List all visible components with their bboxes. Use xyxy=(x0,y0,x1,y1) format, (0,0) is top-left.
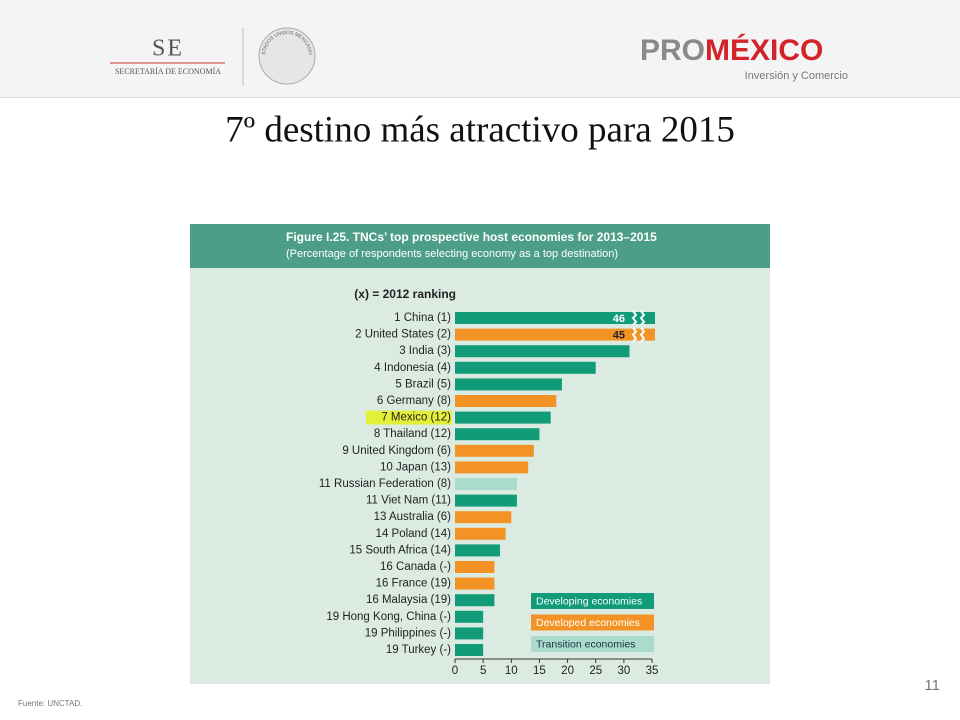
bar xyxy=(455,544,501,557)
bar xyxy=(455,494,517,507)
se-name: SECRETARÍA DE ECONOMÍA xyxy=(115,66,221,76)
category-label: 11 Russian Federation (8) xyxy=(319,478,451,490)
header-band xyxy=(0,0,960,97)
category-label: 9 United Kingdom (6) xyxy=(342,445,451,457)
bar xyxy=(455,594,495,607)
x-tick-label: 35 xyxy=(646,665,659,677)
category-label: 3 India (3) xyxy=(399,345,451,357)
value-label: 46 xyxy=(613,313,625,325)
category-label: 10 Japan (13) xyxy=(380,461,451,473)
category-label: 7 Mexico (12) xyxy=(381,412,451,424)
slide-title: 7º destino más atractivo para 2015 xyxy=(225,109,735,150)
page-number: 11 xyxy=(924,677,940,694)
bar xyxy=(455,444,534,457)
bar xyxy=(455,561,495,573)
axis-break xyxy=(639,310,646,326)
x-tick-label: 5 xyxy=(480,665,486,677)
x-tick-label: 25 xyxy=(589,665,602,677)
category-label: 13 Australia (6) xyxy=(374,511,452,523)
se-logo: SE xyxy=(152,36,184,62)
bar xyxy=(455,461,529,474)
bar xyxy=(455,577,495,590)
bar xyxy=(455,644,484,656)
category-label: 4 Indonesia (4) xyxy=(374,362,451,374)
bar xyxy=(455,610,484,623)
category-label: 8 Thailand (12) xyxy=(374,428,451,440)
category-label: 19 Philippines (-) xyxy=(365,627,451,639)
bar xyxy=(455,428,540,441)
legend-label: Transition economies xyxy=(536,638,635,650)
bar xyxy=(455,328,655,341)
legend-swatch xyxy=(531,636,654,652)
axis-break xyxy=(631,310,638,326)
source: Fuente: UNCTAD. xyxy=(18,699,82,708)
figure-title: Figure I.25. TNCs’ top prospective host … xyxy=(286,230,657,244)
legend-label: Developing economies xyxy=(536,595,642,607)
category-label: 2 United States (2) xyxy=(355,329,451,341)
bar xyxy=(455,411,551,424)
bar xyxy=(455,312,655,324)
x-tick-label: 30 xyxy=(617,665,630,677)
bar xyxy=(455,478,517,490)
axis-break xyxy=(631,327,638,343)
bar xyxy=(455,527,506,540)
category-label: 19 Turkey (-) xyxy=(386,644,451,656)
seal xyxy=(258,27,316,85)
legend-swatch xyxy=(531,614,654,631)
category-label: 5 Brazil (5) xyxy=(395,378,451,390)
category-label: 19 Hong Kong, China (-) xyxy=(326,611,451,623)
category-label: 16 Malaysia (19) xyxy=(366,594,451,606)
tagline: Inversión y Comercio xyxy=(745,70,848,82)
bar xyxy=(455,361,596,374)
x-tick-label: 10 xyxy=(505,665,518,677)
bar xyxy=(455,511,512,524)
legend-swatch xyxy=(531,593,654,609)
mexico-word: MÉXICO xyxy=(705,33,823,67)
legend-label: Developed economies xyxy=(536,617,640,629)
x-tick-label: 15 xyxy=(533,665,546,677)
pro-word: PRO xyxy=(640,34,705,67)
bars xyxy=(455,312,655,656)
figure-subtitle: (Percentage of respondents selecting eco… xyxy=(286,248,618,260)
highlight xyxy=(366,410,452,425)
x-tick-label: 0 xyxy=(452,665,458,677)
category-label: 11 Viet Nam (11) xyxy=(366,495,451,507)
bar xyxy=(455,378,562,391)
x-tick-label: 20 xyxy=(561,665,574,677)
category-label: 1 China (1) xyxy=(394,312,451,324)
category-label: 6 Germany (8) xyxy=(377,395,451,407)
bar xyxy=(455,345,630,358)
figure-title-band xyxy=(190,224,770,268)
bar xyxy=(455,395,557,407)
category-label: 15 South Africa (14) xyxy=(349,544,451,556)
value-label: 45 xyxy=(613,330,625,342)
pro-logo: PROMÉXICO xyxy=(640,33,823,67)
category-label: 14 Poland (14) xyxy=(376,528,452,540)
annotation: (x) = 2012 ranking xyxy=(354,287,456,301)
bar xyxy=(455,627,484,640)
category-label: 16 France (19) xyxy=(376,578,452,590)
category-label: 16 Canada (-) xyxy=(380,561,451,573)
axis-break xyxy=(639,327,646,343)
